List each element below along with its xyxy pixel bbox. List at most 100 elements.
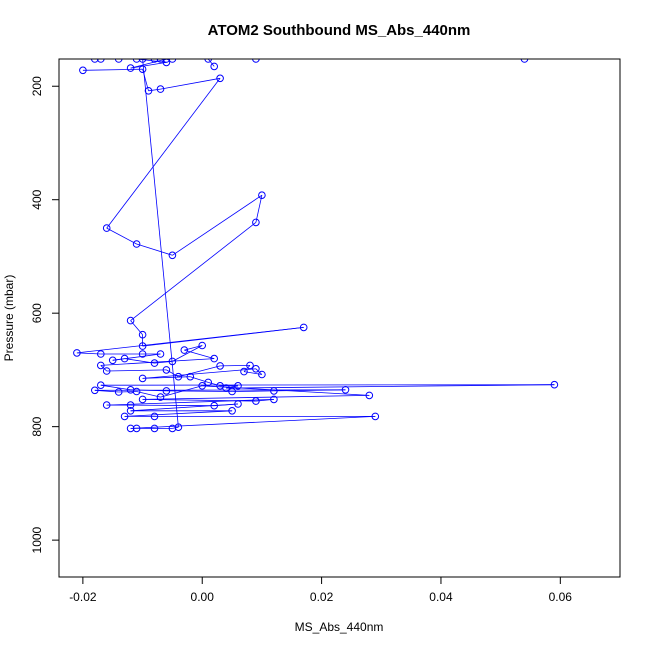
data-point: [252, 397, 260, 405]
x-axis-label: MS_Abs_440nm: [295, 620, 384, 634]
data-point: [102, 367, 111, 375]
series-line-segment: [130, 59, 167, 69]
data-point: [204, 378, 212, 387]
data-point: [234, 400, 242, 408]
data-point: [138, 65, 147, 73]
data-point: [97, 381, 105, 390]
data-point: [234, 382, 242, 390]
data-point: [144, 87, 153, 95]
data-point: [132, 387, 141, 396]
series-line-segment: [130, 416, 376, 429]
data-point: [102, 401, 111, 409]
series-line-segment: [243, 365, 251, 372]
y-tick-label: 400: [30, 189, 44, 209]
series-line-segment: [106, 78, 221, 229]
series-line-segment: [172, 345, 203, 362]
x-tick-label: 0.02: [310, 590, 334, 604]
series-line-segment: [202, 385, 370, 396]
series-line-segment: [130, 403, 239, 412]
data-point: [365, 391, 374, 400]
series-line-segment: [82, 68, 143, 71]
series-line-segment: [166, 390, 233, 392]
series-line-segment: [136, 243, 173, 256]
series-line-segment: [112, 358, 125, 361]
data-point: [120, 412, 129, 421]
series-line-segment: [100, 384, 555, 386]
x-tick-label: 0.04: [429, 590, 453, 604]
data-point: [102, 224, 111, 232]
data-point: [108, 356, 117, 365]
data-point: [186, 372, 195, 381]
data-point: [228, 407, 236, 415]
y-tick-label: 200: [30, 76, 44, 96]
data-point: [210, 401, 218, 410]
series-line-segment: [160, 77, 221, 90]
series-line-segment: [207, 59, 215, 67]
data-point: [156, 393, 165, 401]
data-point: [156, 85, 165, 93]
data-point: [252, 365, 260, 373]
data-point: [79, 66, 87, 75]
data-point: [270, 387, 278, 395]
series-line-segment: [232, 390, 274, 392]
y-tick-label: 1000: [30, 526, 44, 553]
series-line-segment: [172, 194, 263, 256]
data-point: [162, 366, 171, 374]
series-line-segment: [76, 352, 101, 355]
data-point: [252, 218, 260, 227]
data-point: [180, 346, 189, 354]
series-line-segment: [142, 59, 179, 428]
data-point: [210, 62, 218, 71]
data-point: [258, 370, 266, 379]
series-line-segment: [226, 384, 555, 389]
data-point: [97, 350, 105, 358]
series-line-segment: [94, 389, 346, 391]
data-point: [150, 424, 159, 433]
data-point: [341, 386, 350, 394]
data-point: [228, 387, 236, 396]
data-point: [210, 354, 218, 363]
series-line-segment: [76, 327, 304, 354]
data-point: [138, 374, 147, 383]
data-point: [216, 74, 224, 83]
series-line-segment: [130, 320, 143, 335]
x-tick-label: 0.00: [191, 590, 215, 604]
data-point: [299, 323, 308, 332]
x-tick-label: 0.06: [549, 590, 573, 604]
data-point: [270, 395, 278, 404]
data-point: [198, 382, 206, 390]
data-point: [126, 424, 135, 433]
data-point: [138, 350, 147, 358]
series-line-segment: [184, 349, 215, 359]
series-line-segment: [124, 410, 233, 417]
data-point: [150, 412, 159, 421]
data-point: [138, 395, 147, 404]
series-line-segment: [148, 88, 161, 92]
y-tick-label: 600: [30, 303, 44, 323]
data-point: [246, 361, 254, 370]
data-point: [258, 191, 266, 199]
y-axis-label: Pressure (mbar): [2, 275, 16, 362]
data-point: [371, 412, 380, 421]
series-line-segment: [130, 62, 167, 69]
series-line-segment: [160, 385, 203, 398]
series-line-segment: [106, 369, 167, 372]
data-point: [120, 354, 129, 363]
x-axis: -0.02 0.00 0.02 0.04 0.06: [69, 577, 572, 604]
series-line-segment: [136, 391, 161, 398]
data-point: [550, 380, 559, 389]
data-point: [138, 330, 147, 339]
data-point: [126, 407, 135, 415]
data-point: [156, 350, 165, 358]
data-point: [132, 424, 141, 433]
series-line-segment: [106, 227, 137, 245]
data-point: [240, 367, 248, 376]
plot-area: [73, 59, 559, 433]
data-point: [91, 386, 99, 395]
data-point: [168, 251, 177, 260]
data-point: [222, 384, 230, 392]
data-point: [97, 361, 105, 370]
data-point: [150, 359, 159, 367]
series-line-segment: [106, 399, 274, 406]
